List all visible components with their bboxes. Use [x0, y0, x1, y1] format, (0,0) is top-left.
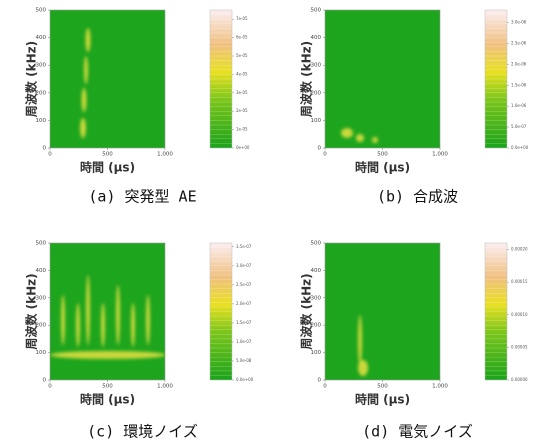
- colorbar-tick-label: 6e-05: [236, 35, 248, 40]
- colorbar-tick-label: 0e+00: [236, 145, 250, 150]
- colorbar-tick-label: 1.5e-07: [236, 320, 252, 325]
- y-tick-label: 100: [36, 350, 47, 356]
- colorbar-tick-label: 2.0e-07: [236, 301, 252, 306]
- x-tick-label: 1,000: [432, 152, 448, 158]
- spectrogram-background: [325, 10, 440, 148]
- x-axis-label: 時間 (μs): [80, 392, 135, 407]
- spectrogram-feature: [372, 137, 378, 143]
- spectrogram-feature: [146, 295, 150, 345]
- figure: 05001,0000100200300400500時間 (μs)周波数 (kHz…: [0, 0, 554, 445]
- x-tick-label: 1,000: [157, 384, 173, 390]
- colorbar-tick-label: 5.0e-07: [511, 124, 527, 129]
- x-axis-label: 時間 (μs): [80, 160, 135, 175]
- colorbar-tick-label: 5.0e-08: [236, 358, 252, 363]
- y-tick-label: 400: [36, 268, 47, 274]
- y-tick-label: 0: [318, 146, 322, 152]
- spectrogram-feature: [101, 303, 105, 347]
- colorbar-tick-label: 3.5e-07: [236, 244, 252, 249]
- y-tick-label: 0: [318, 378, 322, 384]
- colorbar-tick-label: 1.0e-07: [236, 339, 252, 344]
- y-axis-label: 周波数 (kHz): [24, 41, 39, 117]
- x-tick-label: 1,000: [157, 152, 173, 158]
- x-axis-label: 時間 (μs): [355, 392, 410, 407]
- spectrogram-feature: [80, 118, 86, 138]
- colorbar-tick-label: 0.00010: [511, 312, 528, 317]
- colorbar-tick-label: 4e-05: [236, 71, 248, 76]
- y-tick-label: 500: [311, 8, 322, 14]
- panel-caption: (c) 環境ノイズ: [87, 423, 198, 441]
- spectrogram-feature: [61, 295, 65, 345]
- y-tick-label: 400: [311, 268, 322, 274]
- colorbar-tick-label: 0.0e+00: [511, 145, 529, 150]
- spectrogram-feature: [84, 56, 88, 84]
- spectrogram-feature: [76, 303, 80, 347]
- spectrogram-feature: [116, 285, 120, 345]
- x-tick-label: 500: [102, 384, 113, 390]
- y-tick-label: 400: [36, 35, 47, 41]
- x-tick-label: 0: [48, 152, 52, 158]
- colorbar-tick-label: 1e-05: [236, 127, 248, 132]
- y-tick-label: 500: [36, 241, 47, 247]
- colorbar-tick-label: 0.00000: [511, 377, 528, 382]
- spectrogram-feature: [50, 351, 166, 359]
- y-axis-label: 周波数 (kHz): [299, 41, 314, 117]
- spectrogram-feature: [358, 315, 362, 365]
- y-axis-label: 周波数 (kHz): [299, 273, 314, 349]
- spectrogram-feature: [86, 275, 90, 345]
- spectrogram-feature: [131, 303, 135, 347]
- y-tick-label: 0: [43, 146, 47, 152]
- spectrogram-background: [50, 10, 165, 148]
- x-tick-label: 1,000: [432, 384, 448, 390]
- y-tick-label: 100: [36, 118, 47, 124]
- colorbar-tick-label: 1.5e-06: [511, 82, 527, 87]
- colorbar-tick-label: 0.00005: [511, 344, 528, 349]
- spectrogram-feature: [86, 28, 91, 52]
- x-tick-label: 500: [102, 152, 113, 158]
- y-tick-label: 400: [311, 35, 322, 41]
- x-tick-label: 0: [323, 152, 327, 158]
- colorbar-tick-label: 0.00015: [511, 279, 528, 284]
- panel-caption: (d) 電気ノイズ: [362, 423, 473, 441]
- colorbar-tick-label: 2.5e-07: [236, 282, 252, 287]
- y-tick-label: 100: [311, 350, 322, 356]
- colorbar-tick-label: 0.0e+00: [236, 377, 254, 382]
- y-tick-label: 500: [36, 8, 47, 14]
- colorbar-tick-label: 2e-05: [236, 108, 248, 113]
- x-tick-label: 500: [377, 384, 388, 390]
- x-axis-label: 時間 (μs): [355, 160, 410, 175]
- colorbar-tick-label: 3e-05: [236, 90, 248, 95]
- panel-caption: (a) 突発型 AE: [88, 188, 196, 206]
- spectrogram-feature: [341, 128, 353, 138]
- x-tick-label: 0: [48, 384, 52, 390]
- y-tick-label: 100: [311, 118, 322, 124]
- y-tick-label: 500: [311, 241, 322, 247]
- colorbar-tick-label: 1.0e-06: [511, 103, 527, 108]
- colorbar-tick-label: 5e-05: [236, 53, 248, 58]
- x-tick-label: 500: [377, 152, 388, 158]
- y-tick-label: 0: [43, 378, 47, 384]
- colorbar-tick-label: 2.5e-06: [511, 40, 527, 45]
- spectrogram-feature: [356, 134, 364, 142]
- colorbar-tick-label: 0.00020: [511, 247, 528, 252]
- colorbar-tick-label: 2.0e-06: [511, 61, 527, 66]
- spectrogram-feature: [358, 360, 368, 376]
- y-axis-label: 周波数 (kHz): [24, 273, 39, 349]
- spectrogram-background: [325, 243, 440, 380]
- spectrogram-feature: [82, 88, 87, 112]
- colorbar-tick-label: 3.0e-07: [236, 263, 252, 268]
- colorbar-tick-label: 7e-05: [236, 16, 248, 21]
- x-tick-label: 0: [323, 384, 327, 390]
- colorbar-tick-label: 3.0e-06: [511, 20, 527, 25]
- panel-caption: (b) 合成波: [377, 188, 458, 206]
